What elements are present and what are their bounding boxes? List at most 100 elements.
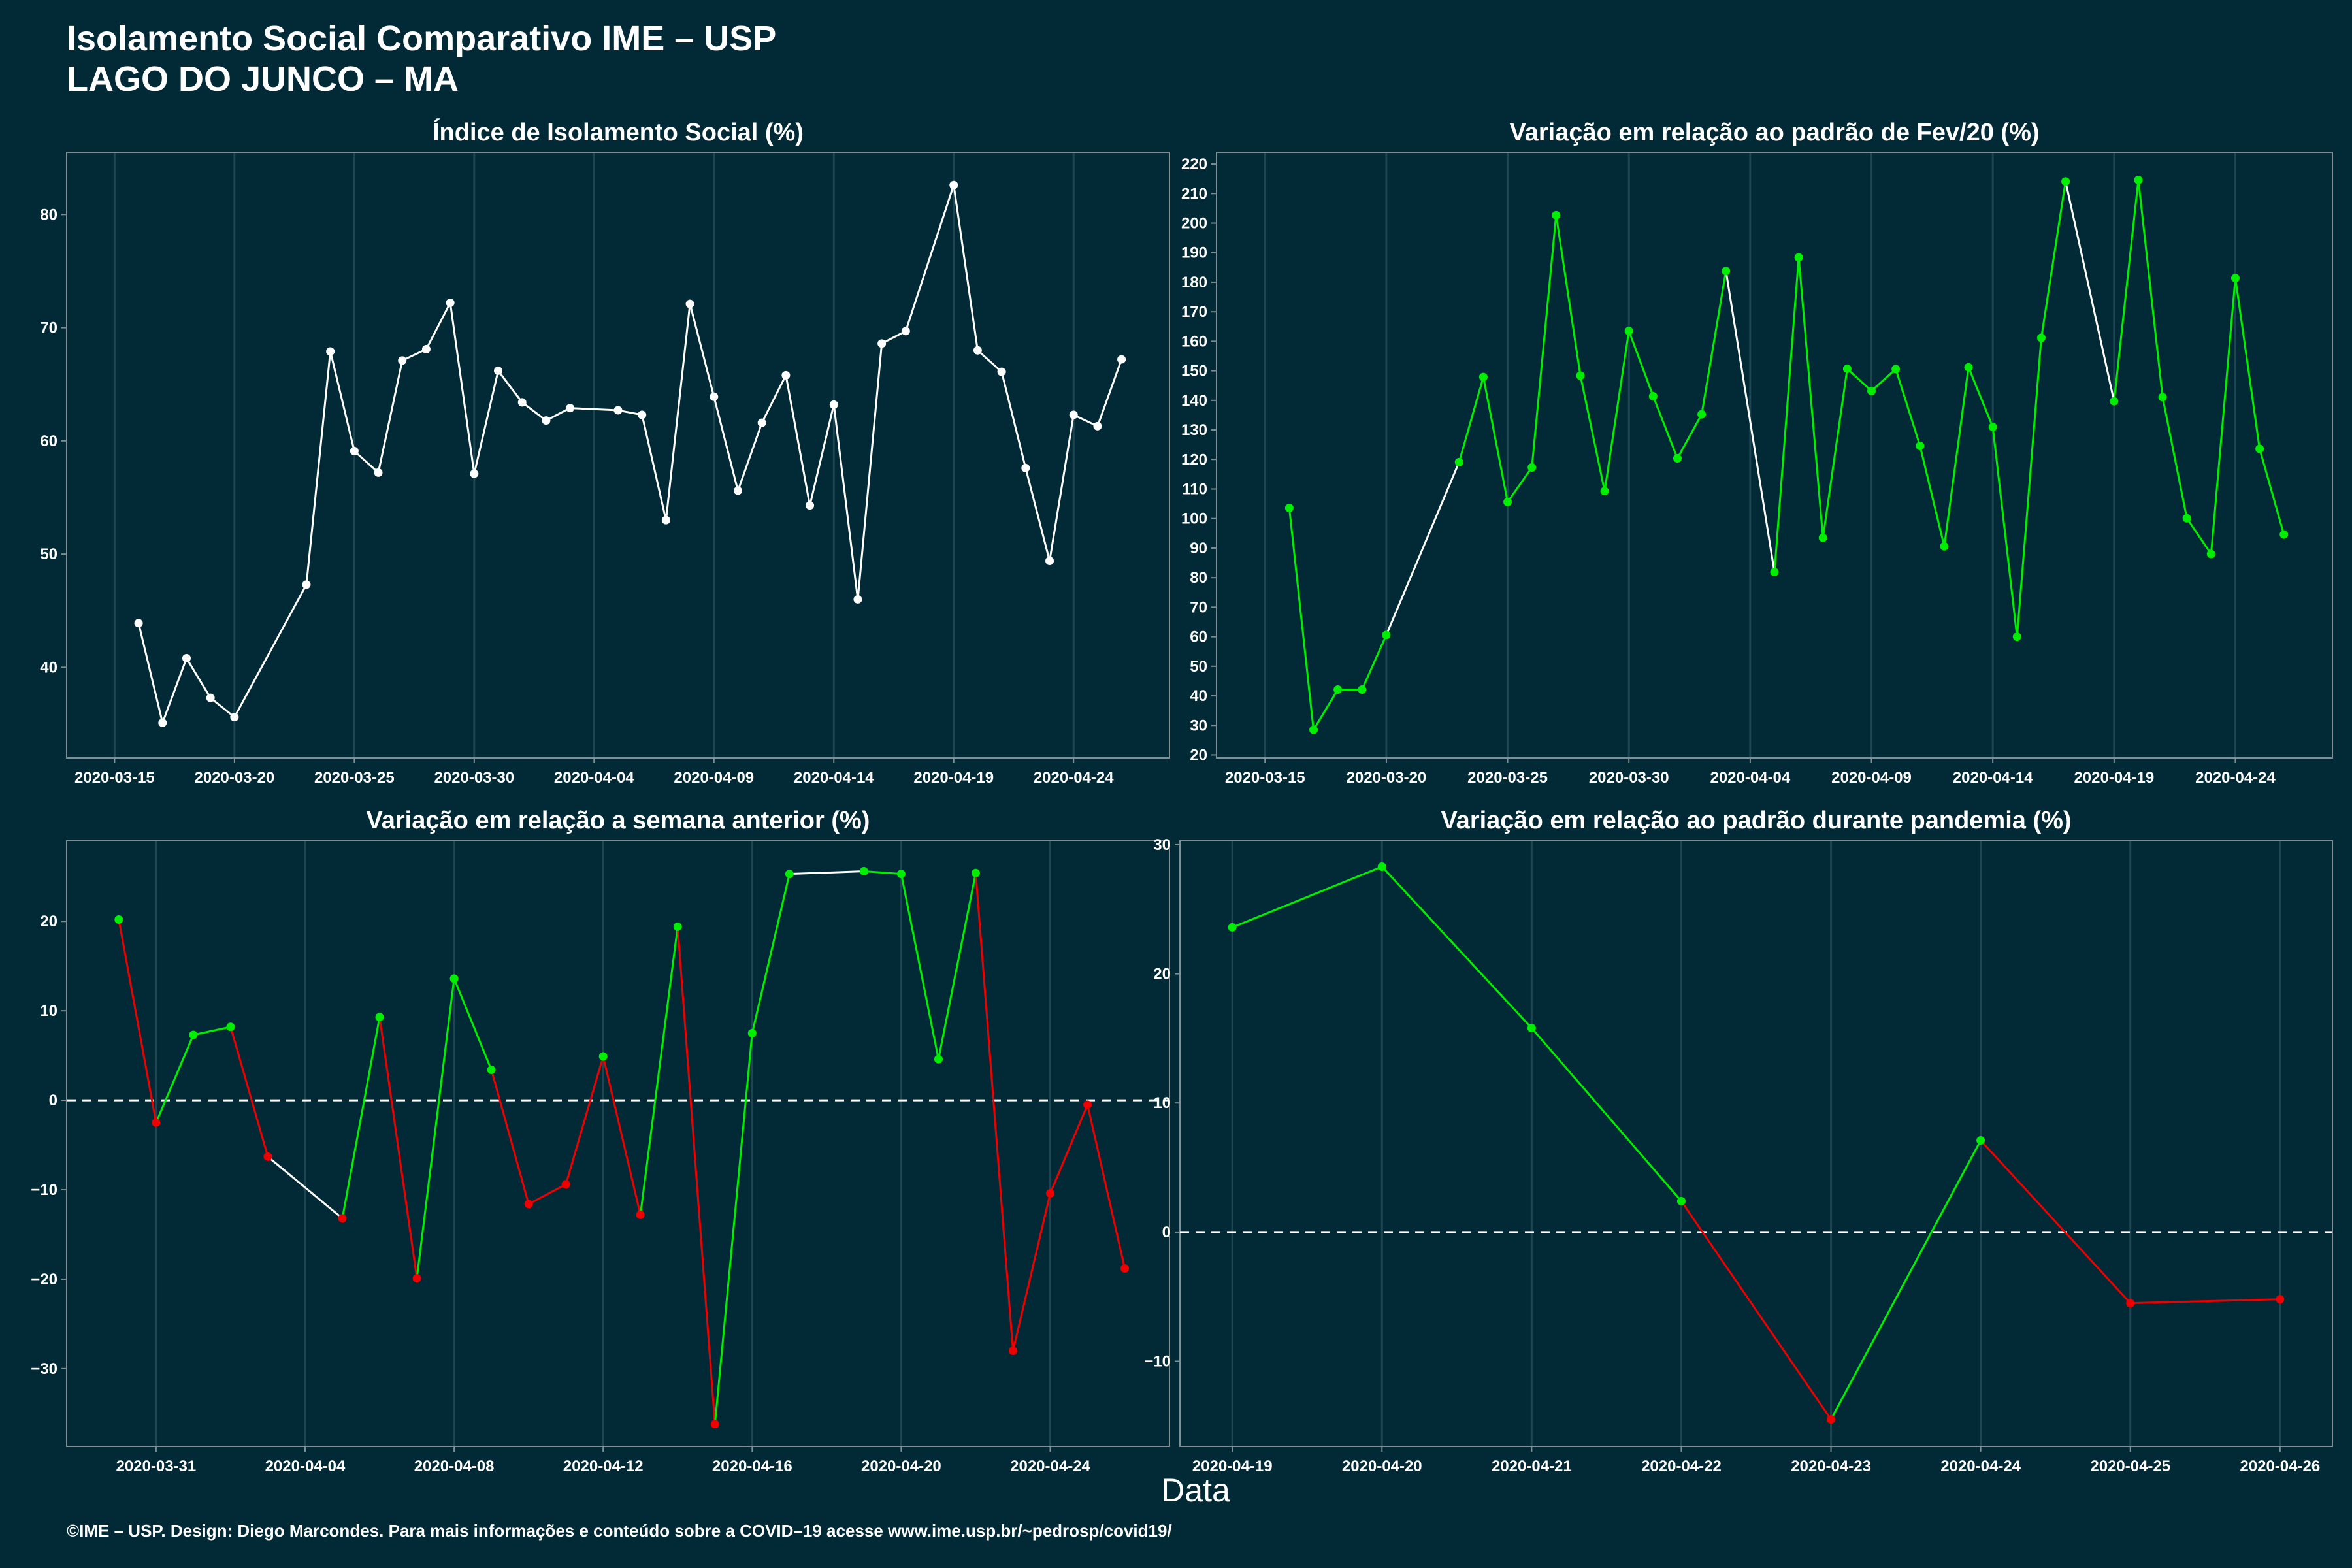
- series-line-segment: [974, 873, 1014, 1351]
- series-line-segment: [2234, 278, 2261, 449]
- y-tick-label: 30: [1153, 836, 1171, 854]
- x-tick-label: 2020-04-16: [712, 1458, 792, 1475]
- y-tick-label: 10: [40, 1002, 57, 1020]
- data-point: [114, 915, 123, 924]
- series-line-segment: [229, 1026, 269, 1157]
- data-point: [134, 619, 143, 628]
- y-tick-label: 20: [40, 913, 57, 930]
- series-line-segment: [1313, 689, 1339, 730]
- panel-title: Índice de Isolamento Social (%): [433, 118, 804, 146]
- data-point: [1358, 685, 1367, 694]
- series-line-segment: [490, 1070, 530, 1205]
- data-point: [494, 366, 503, 375]
- series-line-segment: [1652, 395, 1678, 459]
- data-point: [1021, 463, 1030, 472]
- data-point: [1697, 410, 1707, 419]
- data-point: [1648, 392, 1658, 401]
- x-tick-label: 2020-03-30: [1589, 769, 1669, 787]
- data-point: [542, 416, 551, 425]
- series-line-segment: [161, 657, 188, 723]
- data-point: [158, 718, 167, 727]
- data-point: [302, 580, 311, 589]
- series-line-segment: [118, 919, 157, 1123]
- series-line-segment: [760, 374, 787, 423]
- data-point: [263, 1152, 272, 1161]
- series-line-segment: [1919, 446, 1946, 547]
- x-tick-label: 2020-04-12: [563, 1458, 644, 1475]
- series-line-segment: [137, 623, 164, 723]
- series-line-segment: [1012, 1193, 1051, 1351]
- data-point: [2158, 393, 2167, 402]
- x-tick-label: 2020-04-21: [1492, 1458, 1572, 1475]
- x-tick-label: 2020-04-25: [2090, 1458, 2170, 1475]
- data-point: [517, 398, 527, 407]
- series-line-segment: [2210, 278, 2236, 555]
- y-tick-label: 20: [1190, 746, 1207, 764]
- x-tick-label: 2020-04-24: [1034, 769, 1114, 787]
- series-line-segment: [528, 1183, 566, 1205]
- y-tick-label: 150: [1181, 363, 1207, 380]
- data-point: [374, 468, 383, 477]
- data-point: [896, 870, 906, 879]
- series-line-segment: [2113, 180, 2140, 402]
- x-tick-label: 2020-03-30: [434, 769, 514, 787]
- data-point: [997, 367, 1006, 376]
- series-line-segment: [602, 1056, 642, 1215]
- data-point: [685, 299, 694, 308]
- data-point: [189, 1030, 198, 1039]
- series-line-segment: [1086, 1104, 1126, 1269]
- data-point: [971, 868, 980, 877]
- series-line-segment: [1458, 376, 1484, 463]
- data-point: [1527, 463, 1537, 472]
- y-tick-label: 190: [1181, 244, 1207, 262]
- data-point: [2182, 514, 2191, 523]
- data-point: [638, 410, 647, 419]
- series-line-segment: [233, 584, 308, 718]
- data-point: [1120, 1264, 1130, 1273]
- data-point: [1624, 327, 1633, 336]
- data-point: [973, 346, 982, 355]
- data-point: [230, 713, 239, 722]
- data-point: [710, 392, 719, 401]
- data-point: [710, 1420, 719, 1429]
- series-line-segment: [497, 370, 523, 403]
- data-point: [470, 469, 479, 478]
- series-line-segment: [570, 407, 619, 412]
- data-point: [853, 595, 862, 604]
- series-line-segment: [1049, 1104, 1088, 1194]
- y-tick-label: 80: [40, 206, 57, 223]
- data-point: [1333, 685, 1343, 694]
- y-tick-label: 110: [1182, 481, 1207, 498]
- y-tick-label: 50: [40, 546, 57, 563]
- data-point: [1117, 355, 1126, 364]
- data-point: [449, 974, 459, 983]
- series-line-segment: [881, 330, 907, 345]
- series-line-segment: [2259, 448, 2285, 535]
- series-line-segment: [1288, 508, 1315, 730]
- y-tick-label: 0: [49, 1092, 57, 1109]
- series-line-segment: [521, 401, 547, 421]
- x-tick-label: 2020-03-15: [74, 769, 155, 787]
- data-point: [1891, 365, 1901, 374]
- series-line-segment: [1603, 331, 1630, 491]
- data-point: [1045, 557, 1054, 566]
- data-point: [806, 501, 815, 510]
- x-tick-label: 2020-04-09: [674, 769, 754, 787]
- series-line-segment: [1049, 414, 1075, 561]
- series-line-segment: [416, 978, 455, 1279]
- series-line-segment: [1096, 359, 1123, 427]
- x-tick-label: 2020-04-26: [2240, 1458, 2320, 1475]
- data-point: [1976, 1136, 1985, 1145]
- x-tick-label: 2020-04-22: [1641, 1458, 1722, 1475]
- y-tick-label: 210: [1181, 185, 1207, 203]
- series-line-segment: [713, 1033, 753, 1424]
- series-line-segment: [1531, 1027, 1682, 1202]
- data-point: [859, 867, 868, 876]
- x-tick-label: 2020-04-19: [1192, 1458, 1273, 1475]
- series-line-segment: [751, 874, 791, 1034]
- series-line-segment: [267, 1156, 343, 1219]
- x-tick-label: 2020-04-04: [265, 1458, 346, 1475]
- series-line-segment: [378, 1017, 418, 1279]
- data-point: [2061, 177, 2070, 186]
